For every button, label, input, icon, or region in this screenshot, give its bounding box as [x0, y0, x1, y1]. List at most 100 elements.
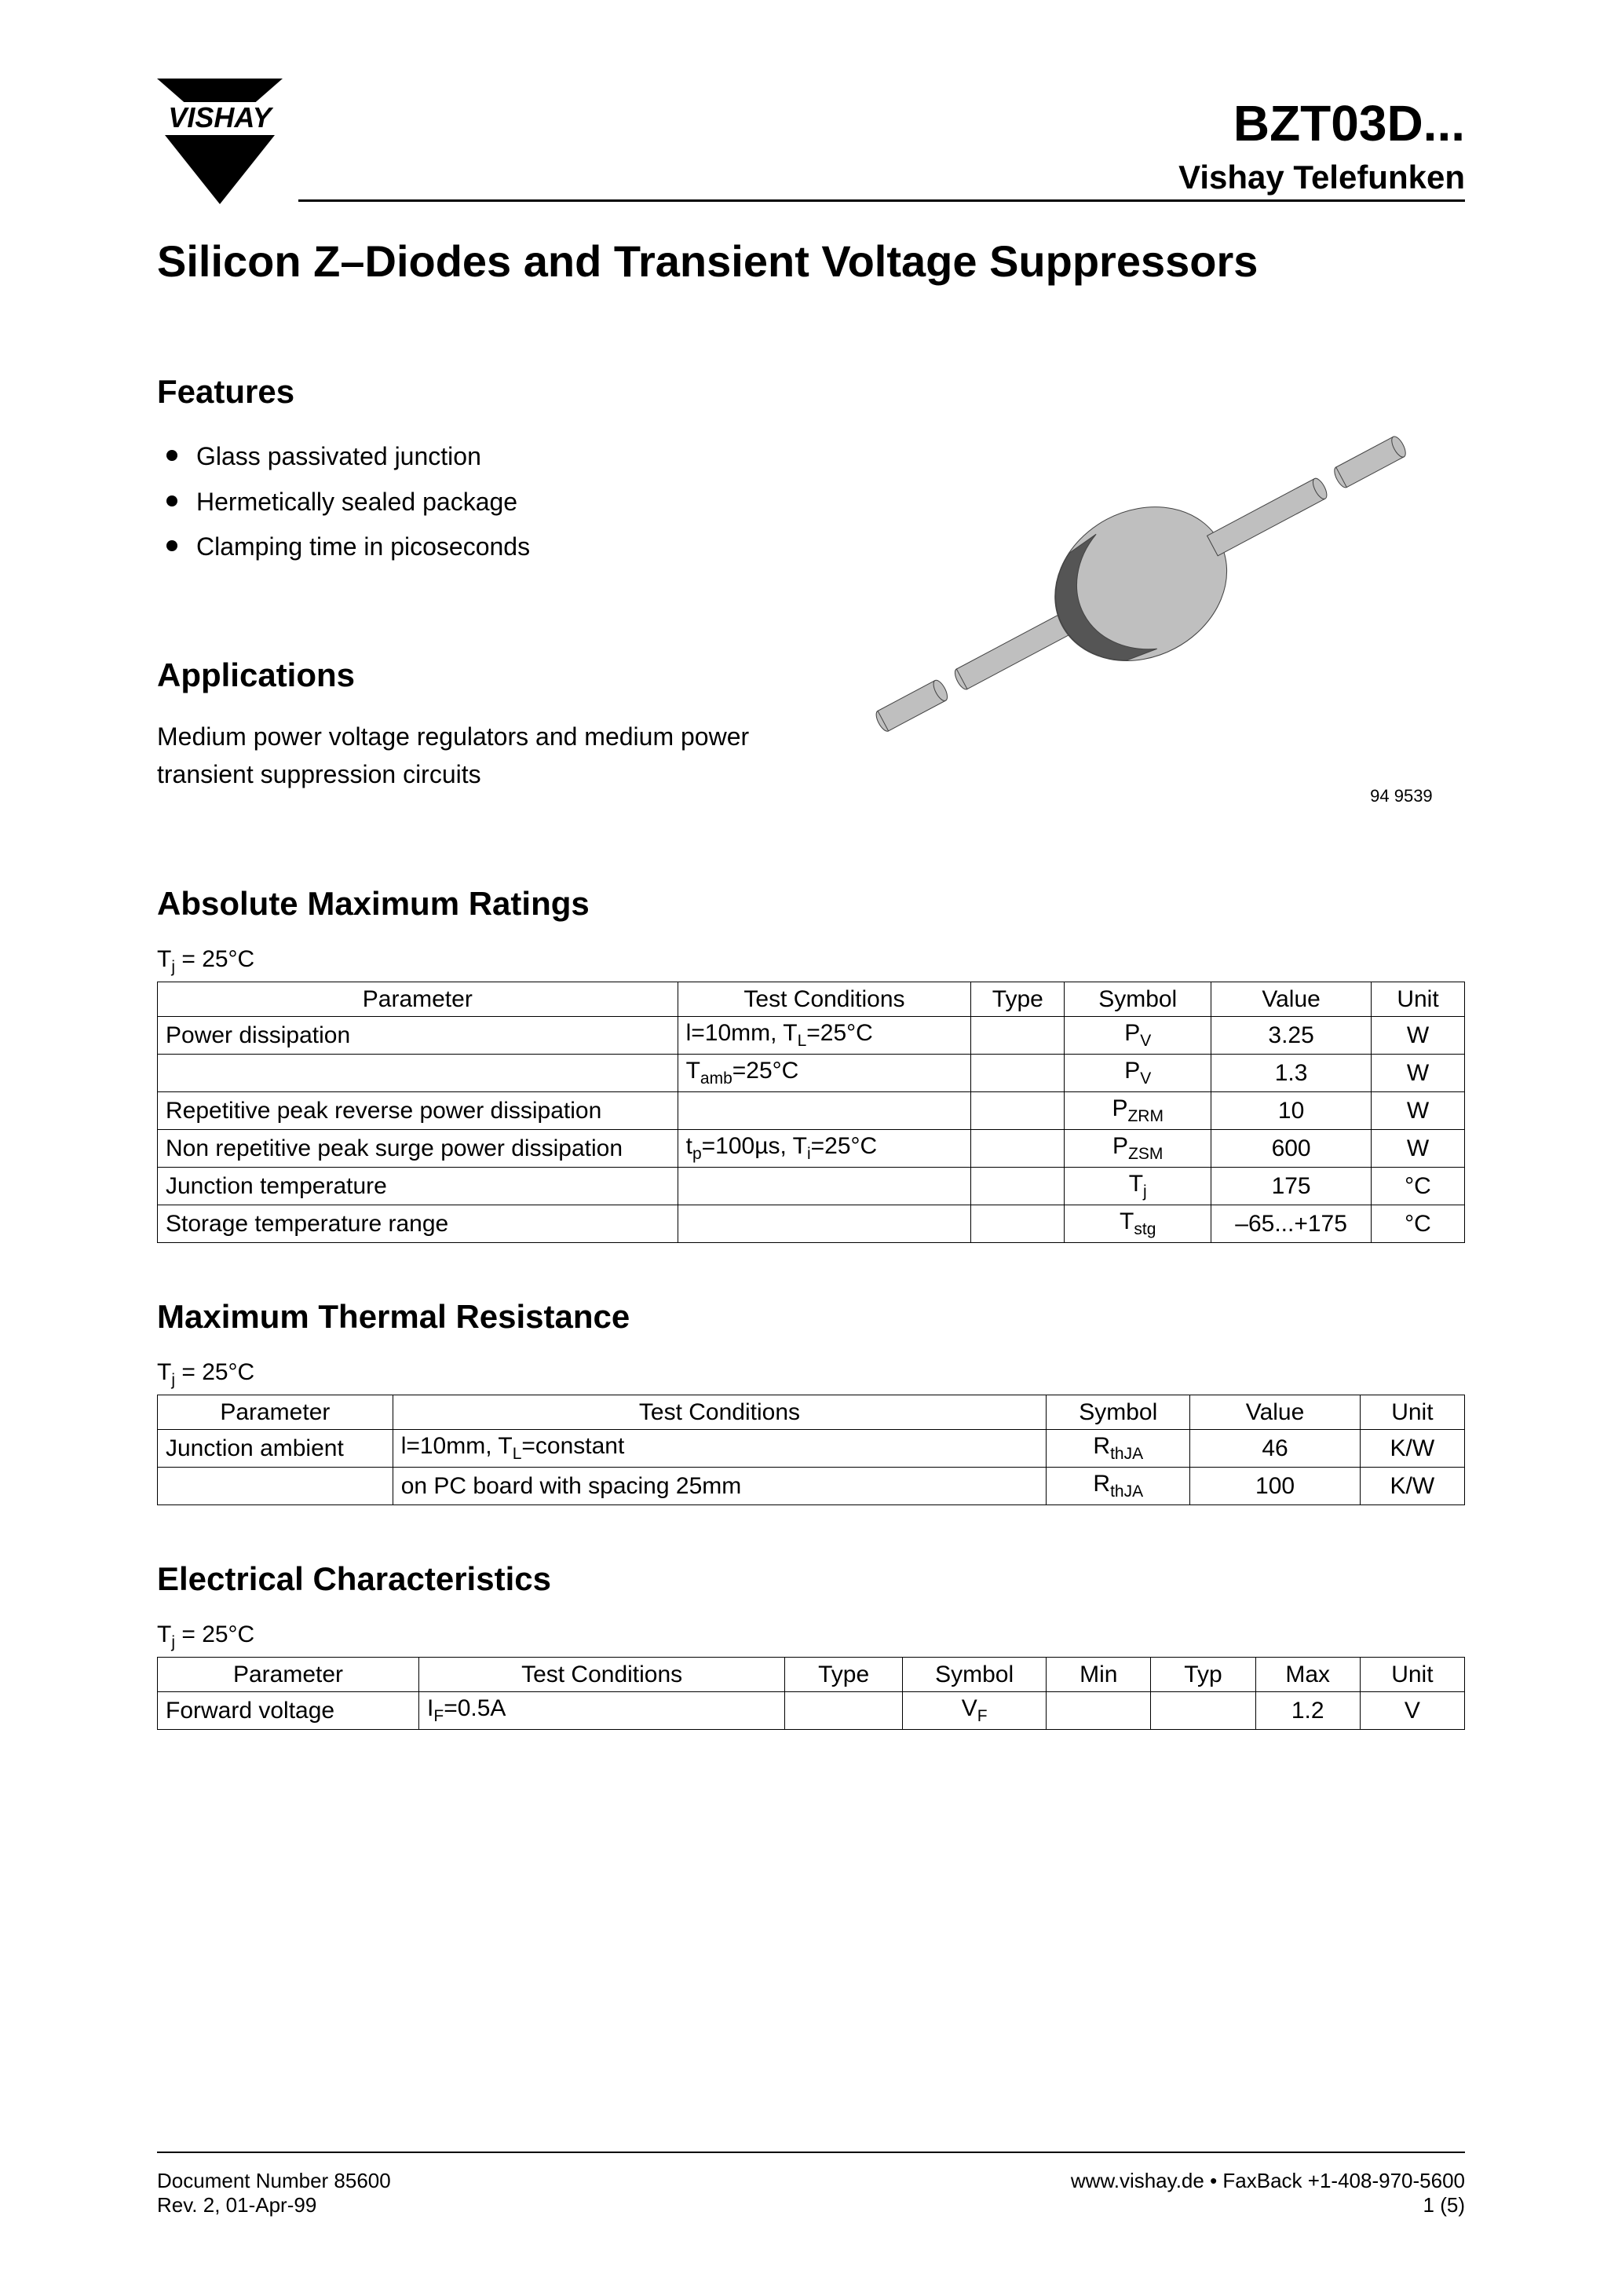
cell [1151, 1692, 1255, 1730]
feature-item: Glass passivated junction [157, 434, 785, 480]
header: VISHAY BZT03D... Vishay Telefunken [157, 79, 1465, 204]
diode-diagram [816, 373, 1465, 778]
cell [678, 1092, 971, 1130]
cell: Non repetitive peak surge power dissipat… [158, 1130, 678, 1168]
cell: Junction temperature [158, 1168, 678, 1205]
cell [158, 1468, 393, 1505]
cell [1047, 1692, 1151, 1730]
applications-text: Medium power voltage regulators and medi… [157, 718, 785, 793]
cell: RthJA [1047, 1430, 1190, 1468]
cell: 46 [1190, 1430, 1360, 1468]
abs-max-section: Absolute Maximum Ratings Tj = 25°C Param… [157, 885, 1465, 1243]
table-header: Type [785, 1658, 903, 1692]
page-title: Silicon Z–Diodes and Transient Voltage S… [157, 236, 1465, 287]
cell [158, 1055, 678, 1092]
table-row: Junction temperature Tj 175 °C [158, 1168, 1465, 1205]
cell: tp=100µs, Ti=25°C [678, 1130, 971, 1168]
cell: V [1360, 1692, 1464, 1730]
cell: °C [1372, 1168, 1465, 1205]
electrical-section: Electrical Characteristics Tj = 25°C Par… [157, 1560, 1465, 1730]
table-header: Unit [1372, 982, 1465, 1017]
cell: 175 [1211, 1168, 1372, 1205]
header-titles: BZT03D... Vishay Telefunken [298, 94, 1465, 202]
cell: Storage temperature range [158, 1205, 678, 1243]
cell: Junction ambient [158, 1430, 393, 1468]
table-row: Junction ambient l=10mm, TL=constant Rth… [158, 1430, 1465, 1468]
table-row: Tamb=25°C PV 1.3 W [158, 1055, 1465, 1092]
applications-heading: Applications [157, 656, 785, 694]
cell: K/W [1360, 1430, 1464, 1468]
table-header: Test Conditions [393, 1395, 1047, 1430]
cell [785, 1692, 903, 1730]
cell: 3.25 [1211, 1017, 1372, 1055]
table-header: Test Conditions [678, 982, 971, 1017]
cell [678, 1168, 971, 1205]
table-header: Parameter [158, 1658, 419, 1692]
cell [971, 1055, 1065, 1092]
feature-item: Hermetically sealed package [157, 480, 785, 525]
feature-item: Clamping time in picoseconds [157, 525, 785, 570]
table-header: Symbol [903, 1658, 1047, 1692]
cell: on PC board with spacing 25mm [393, 1468, 1047, 1505]
abs-max-heading: Absolute Maximum Ratings [157, 885, 1465, 923]
brand-line: Vishay Telefunken [298, 159, 1465, 196]
doc-number: Document Number 85600 [157, 2169, 391, 2193]
thermal-table: Parameter Test Conditions Symbol Value U… [157, 1395, 1465, 1505]
electrical-table: Parameter Test Conditions Type Symbol Mi… [157, 1657, 1465, 1730]
table-header: Test Conditions [419, 1658, 785, 1692]
cell [971, 1017, 1065, 1055]
table-header: Min [1047, 1658, 1151, 1692]
table-header: Value [1190, 1395, 1360, 1430]
cell: 600 [1211, 1130, 1372, 1168]
cell: W [1372, 1092, 1465, 1130]
cell: –65...+175 [1211, 1205, 1372, 1243]
footer-url: www.vishay.de • FaxBack +1-408-970-5600 [1071, 2169, 1465, 2193]
table-header: Unit [1360, 1395, 1464, 1430]
cell: Tamb=25°C [678, 1055, 971, 1092]
table-header: Symbol [1047, 1395, 1190, 1430]
cell: 10 [1211, 1092, 1372, 1130]
cell: VF [903, 1692, 1047, 1730]
thermal-temp-note: Tj = 25°C [157, 1359, 1465, 1390]
cell: 100 [1190, 1468, 1360, 1505]
cell: RthJA [1047, 1468, 1190, 1505]
cell: PZSM [1065, 1130, 1211, 1168]
table-row: Forward voltage IF=0.5A VF 1.2 V [158, 1692, 1465, 1730]
cell: W [1372, 1130, 1465, 1168]
cell: Repetitive peak reverse power dissipatio… [158, 1092, 678, 1130]
features-heading: Features [157, 373, 785, 411]
cell: PZRM [1065, 1092, 1211, 1130]
abs-max-table: Parameter Test Conditions Type Symbol Va… [157, 982, 1465, 1243]
table-header: Typ [1151, 1658, 1255, 1692]
features-list: Glass passivated junction Hermetically s… [157, 434, 785, 570]
table-row: Repetitive peak reverse power dissipatio… [158, 1092, 1465, 1130]
figure-number: 94 9539 [849, 786, 1433, 806]
table-row: on PC board with spacing 25mm RthJA 100 … [158, 1468, 1465, 1505]
thermal-heading: Maximum Thermal Resistance [157, 1298, 1465, 1336]
footer: Document Number 85600 Rev. 2, 01-Apr-99 … [157, 2152, 1465, 2217]
svg-text:VISHAY: VISHAY [168, 101, 273, 133]
cell: 1.3 [1211, 1055, 1372, 1092]
cell [971, 1205, 1065, 1243]
table-header: Parameter [158, 1395, 393, 1430]
cell: l=10mm, TL=25°C [678, 1017, 971, 1055]
table-row: Non repetitive peak surge power dissipat… [158, 1130, 1465, 1168]
electrical-temp-note: Tj = 25°C [157, 1621, 1465, 1652]
cell: IF=0.5A [419, 1692, 785, 1730]
part-number: BZT03D... [298, 94, 1465, 152]
cell: K/W [1360, 1468, 1464, 1505]
table-row: Power dissipation l=10mm, TL=25°C PV 3.2… [158, 1017, 1465, 1055]
cell: 1.2 [1255, 1692, 1360, 1730]
electrical-heading: Electrical Characteristics [157, 1560, 1465, 1598]
cell [678, 1205, 971, 1243]
cell: W [1372, 1017, 1465, 1055]
cell: l=10mm, TL=constant [393, 1430, 1047, 1468]
cell: PV [1065, 1017, 1211, 1055]
cell: Power dissipation [158, 1017, 678, 1055]
cell [971, 1130, 1065, 1168]
cell: °C [1372, 1205, 1465, 1243]
cell: Forward voltage [158, 1692, 419, 1730]
doc-rev: Rev. 2, 01-Apr-99 [157, 2193, 391, 2217]
thermal-section: Maximum Thermal Resistance Tj = 25°C Par… [157, 1298, 1465, 1505]
table-header: Unit [1360, 1658, 1464, 1692]
